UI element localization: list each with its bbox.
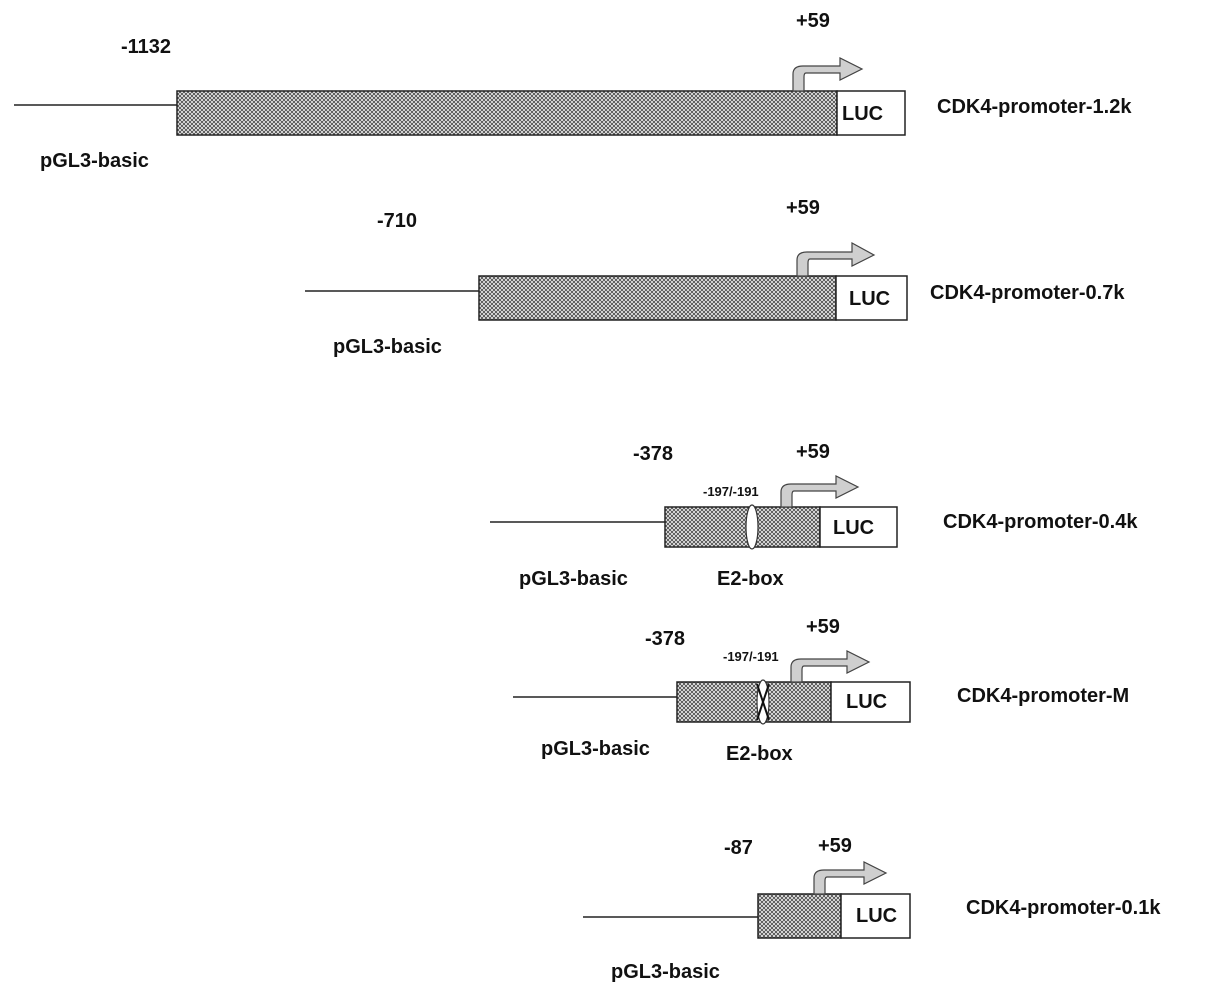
luc-box bbox=[830, 681, 911, 723]
vector-label: pGL3-basic bbox=[519, 568, 628, 590]
end-position-label: +59 bbox=[796, 10, 830, 32]
construct-0-4k bbox=[490, 475, 898, 550]
luc-label: LUC bbox=[849, 288, 891, 310]
site-position-label: -197/-191 bbox=[703, 484, 759, 499]
promoter-region bbox=[664, 506, 821, 548]
construct-name-label: CDK4-promoter-1.2k bbox=[937, 96, 1132, 118]
start-position-label: -378 bbox=[633, 443, 674, 465]
end-position-label: +59 bbox=[796, 441, 830, 463]
tss-arrow-icon bbox=[813, 861, 888, 895]
construct-name-label: CDK4-promoter-M bbox=[957, 685, 1130, 707]
vector-label: pGL3-basic bbox=[40, 150, 149, 172]
tss-arrow-icon bbox=[796, 241, 876, 277]
start-position-label: -710 bbox=[377, 210, 418, 232]
construct-name-label: CDK4-promoter-0.1k bbox=[966, 897, 1161, 919]
site-position-label: -197/-191 bbox=[723, 649, 779, 664]
element-label: E2-box bbox=[726, 743, 793, 765]
luc-label: LUC bbox=[856, 905, 898, 927]
luc-label: LUC bbox=[833, 517, 875, 539]
end-position-label: +59 bbox=[818, 835, 852, 857]
luc-box bbox=[819, 506, 898, 548]
tss-arrow-icon bbox=[780, 475, 860, 508]
construct-name-label: CDK4-promoter-0.4k bbox=[943, 511, 1138, 533]
start-position-label: -87 bbox=[724, 837, 753, 859]
promoter-region bbox=[757, 893, 842, 939]
promoter-region bbox=[676, 681, 832, 723]
vector-label: pGL3-basic bbox=[611, 961, 720, 983]
end-position-label: +59 bbox=[806, 616, 840, 638]
luc-box bbox=[836, 90, 906, 136]
vector-label: pGL3-basic bbox=[541, 738, 650, 760]
construct-0-1k bbox=[583, 861, 911, 939]
tss-arrow-icon bbox=[790, 650, 871, 683]
construct-m bbox=[513, 650, 911, 725]
element-label: E2-box bbox=[717, 568, 784, 590]
vector-label: pGL3-basic bbox=[333, 336, 442, 358]
end-position-label: +59 bbox=[786, 197, 820, 219]
promoter-region bbox=[176, 90, 838, 136]
promoter-region bbox=[478, 275, 837, 321]
mutation-cross-icon bbox=[756, 683, 770, 721]
luc-label: LUC bbox=[846, 691, 888, 713]
luc-box bbox=[835, 275, 908, 321]
start-position-label: -1132 bbox=[121, 36, 172, 58]
construct-name-label: CDK4-promoter-0.7k bbox=[930, 282, 1125, 304]
construct-1-2k bbox=[14, 57, 906, 136]
start-position-label: -378 bbox=[645, 628, 686, 650]
luc-label: LUC bbox=[842, 103, 884, 125]
luc-box bbox=[840, 893, 911, 939]
tss-arrow-icon bbox=[792, 57, 864, 92]
e2-box-site bbox=[745, 504, 759, 550]
construct-0-7k bbox=[305, 241, 908, 321]
